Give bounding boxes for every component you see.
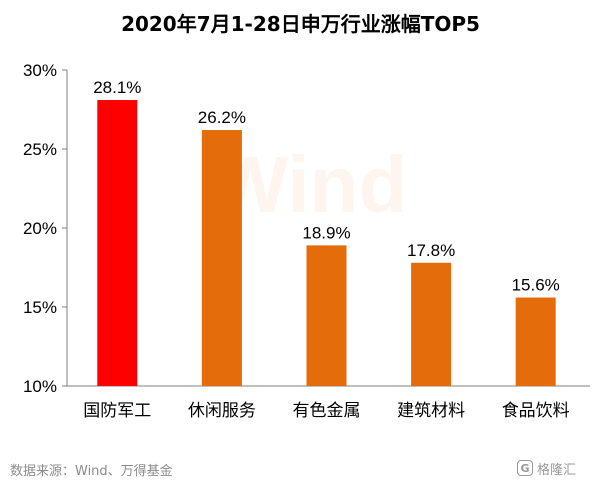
y-tick-label: 10% [23,377,57,396]
data-label: 18.9% [302,223,350,242]
bar [97,100,138,387]
x-tick-label: 休闲服务 [188,401,256,421]
brand-logo: G 格隆汇 [517,458,576,478]
chart-title: 2020年7月1-28日申万行业涨幅TOP5 [121,12,480,36]
y-tick-label: 20% [23,219,57,238]
y-tick-label: 30% [23,61,57,80]
data-source-note: 数据来源：Wind、万得基金 [10,464,173,479]
bar [411,262,452,386]
data-label: 26.2% [198,108,246,127]
x-tick-label: 有色金属 [293,401,361,421]
data-label: 17.8% [407,241,455,260]
x-tick-label: 建筑材料 [397,401,465,421]
brand-logo-text: 格隆汇 [537,462,577,478]
y-tick-label: 15% [23,298,57,317]
bar [201,130,242,386]
x-tick-label: 食品饮料 [502,401,570,421]
data-label: 28.1% [93,78,141,97]
bar [306,245,347,386]
bar [515,297,556,386]
wind-watermark: Wind [213,140,408,229]
x-tick-label: 国防军工 [83,401,151,421]
g-logo-icon: G [517,460,533,476]
data-label: 15.6% [512,276,560,295]
y-tick-label: 25% [23,140,57,159]
